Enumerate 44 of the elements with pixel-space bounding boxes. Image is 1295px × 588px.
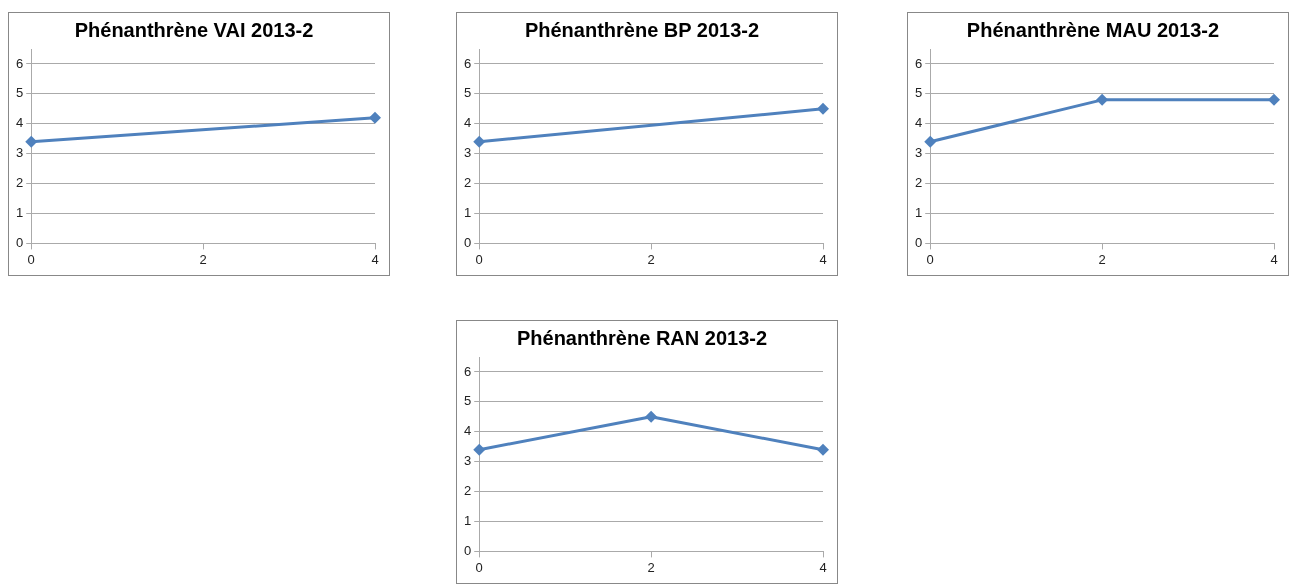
chart-title: Phénanthrène RAN 2013-2 (516, 326, 768, 349)
y-tick-label: 3 (915, 145, 923, 161)
x-tick-label: 4 (1270, 251, 1278, 267)
x-tick-label: 2 (199, 251, 207, 267)
x-tick-label: 2 (647, 251, 655, 267)
y-tick-label: 6 (915, 55, 923, 71)
chart-title: Phénanthrène BP 2013-2 (524, 18, 760, 41)
y-tick-label: 4 (464, 115, 472, 131)
y-tick-label: 3 (16, 145, 24, 161)
y-tick-label: 4 (464, 423, 472, 439)
y-tick-label: 6 (464, 363, 472, 379)
y-tick-label: 5 (464, 393, 472, 409)
chart-title: Phénanthrène VAI 2013-2 (74, 18, 314, 41)
x-tick-label: 0 (475, 559, 483, 575)
y-tick-label: 3 (464, 145, 472, 161)
x-tick-label: 2 (1098, 251, 1106, 267)
y-tick-label: 5 (16, 85, 24, 101)
x-tick-label: 0 (475, 251, 483, 267)
y-tick-label: 1 (464, 513, 472, 529)
y-tick-label: 0 (915, 234, 923, 250)
x-tick-label: 4 (371, 251, 379, 267)
y-tick-label: 0 (464, 542, 472, 558)
y-tick-label: 5 (915, 85, 923, 101)
y-tick-label: 3 (464, 453, 472, 469)
y-tick-label: 5 (464, 85, 472, 101)
y-tick-label: 6 (464, 55, 472, 71)
y-tick-label: 1 (16, 205, 24, 221)
chart-title: Phénanthrène MAU 2013-2 (966, 18, 1220, 41)
y-tick-label: 2 (16, 175, 24, 191)
y-tick-label: 1 (915, 205, 923, 221)
y-tick-label: 2 (464, 175, 472, 191)
y-tick-label: 4 (915, 115, 923, 131)
y-tick-label: 4 (16, 115, 24, 131)
x-tick-label: 4 (819, 559, 827, 575)
y-tick-label: 2 (464, 483, 472, 499)
y-tick-label: 2 (915, 175, 923, 191)
x-tick-label: 0 (926, 251, 934, 267)
y-tick-label: 0 (16, 234, 24, 250)
y-tick-label: 6 (16, 55, 24, 71)
y-tick-label: 0 (464, 234, 472, 250)
x-tick-label: 4 (819, 251, 827, 267)
x-tick-label: 2 (647, 559, 655, 575)
x-tick-label: 0 (27, 251, 35, 267)
y-tick-label: 1 (464, 205, 472, 221)
